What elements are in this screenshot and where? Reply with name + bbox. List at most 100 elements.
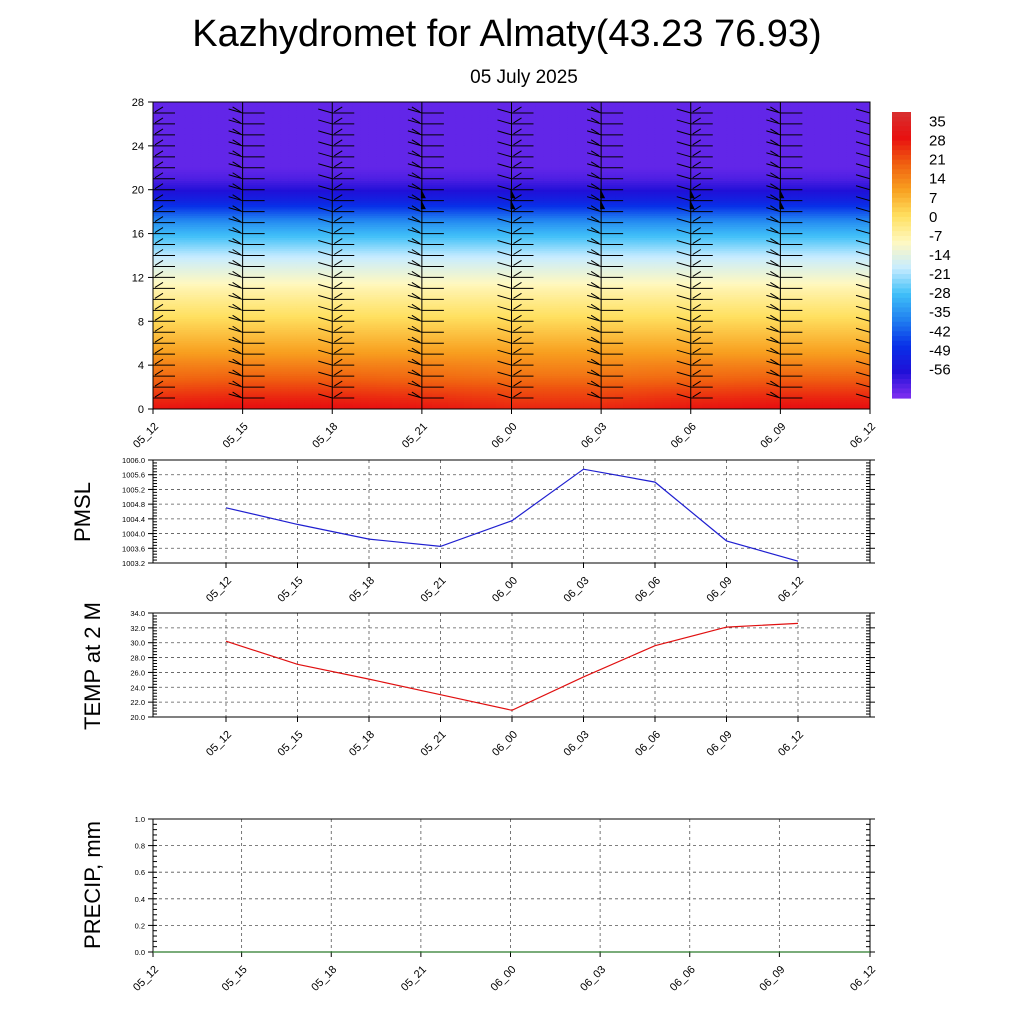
temperature-cell <box>678 216 688 219</box>
temperature-cell <box>623 165 632 169</box>
temperature-cell <box>806 156 815 160</box>
temperature-cell <box>176 106 186 110</box>
temperature-cell <box>670 189 680 193</box>
temperature-cell <box>774 205 783 208</box>
temperature-cell <box>399 152 409 156</box>
temperature-cell <box>519 209 529 213</box>
temperature-cell <box>447 128 457 132</box>
temperature-cell <box>615 165 624 169</box>
temperature-cell <box>336 132 345 136</box>
temperature-cell <box>392 106 401 110</box>
temperature-cell <box>623 148 632 151</box>
temperature-cell <box>543 112 552 116</box>
temperature-cell <box>368 213 377 217</box>
temperature-cell <box>615 202 624 206</box>
temperature-cell <box>423 220 433 224</box>
temperature-cell <box>790 194 799 197</box>
temperature-cell <box>662 123 672 127</box>
temperature-cell <box>184 156 194 160</box>
temperature-cell <box>360 165 369 169</box>
temperature-cell <box>360 128 369 132</box>
temperature-cell <box>208 119 218 123</box>
temperature-cell <box>384 156 393 160</box>
temperature-cell <box>184 130 194 134</box>
temperature-cell <box>734 110 744 114</box>
temperature-cell <box>384 154 393 158</box>
temperature-cell <box>694 189 704 193</box>
temperature-cell <box>192 143 202 147</box>
temperature-cell <box>153 110 162 114</box>
temperature-cell <box>439 152 449 156</box>
temperature-cell <box>854 143 863 147</box>
temperature-cell <box>583 174 592 178</box>
temperature-cell <box>240 202 250 206</box>
temperature-cell <box>280 128 290 132</box>
temperature-cell <box>344 137 353 140</box>
temperature-cell <box>392 205 401 208</box>
temperature-cell <box>423 189 433 193</box>
temperature-cell <box>519 165 529 169</box>
temperature-cell <box>224 154 234 158</box>
temperature-cell <box>216 183 226 186</box>
temperature-cell <box>176 174 186 178</box>
temperature-cell <box>368 119 377 123</box>
temperature-cell <box>559 119 568 123</box>
temperature-cell <box>272 180 282 184</box>
temperature-cell <box>830 165 839 169</box>
temperature-cell <box>280 106 290 110</box>
temperature-cell <box>782 196 791 200</box>
temperature-cell <box>519 220 529 224</box>
temperature-cell <box>559 178 568 182</box>
temperature-cell <box>710 218 720 222</box>
temperature-cell <box>774 134 783 138</box>
temperature-cell <box>766 139 775 143</box>
temperature-cell <box>846 137 855 140</box>
temperature-cell <box>280 163 290 167</box>
temperature-cell <box>846 174 855 178</box>
temperature-cell <box>615 209 624 213</box>
temperature-cell <box>248 145 258 149</box>
temperature-cell <box>678 178 688 182</box>
temperature-cell <box>567 205 576 208</box>
temperature-cell <box>447 218 457 222</box>
temperature-cell <box>272 191 282 195</box>
temperature-cell <box>654 139 664 143</box>
temperature-cell <box>814 194 823 197</box>
temperature-cell <box>312 165 321 169</box>
temperature-cell <box>240 102 250 105</box>
temperature-cell <box>352 112 361 116</box>
temperature-cell <box>575 189 584 193</box>
temperature-cell <box>758 112 768 116</box>
temperature-cell <box>368 198 377 202</box>
temperature-cell <box>814 106 823 110</box>
temperature-cell <box>336 207 345 211</box>
temperature-cell <box>846 187 855 191</box>
temperature-cell <box>551 189 560 193</box>
temperature-cell <box>208 218 218 222</box>
temperature-cell <box>376 132 385 136</box>
temperature-cell <box>503 180 513 184</box>
temperature-cell <box>384 196 393 200</box>
temperature-cell <box>599 191 608 195</box>
temperature-cell <box>567 150 576 154</box>
temperature-cell <box>153 167 162 171</box>
temperature-cell <box>399 183 409 186</box>
temperature-cell <box>368 102 377 105</box>
temperature-cell <box>184 207 194 211</box>
temperature-cell <box>599 189 608 193</box>
temperature-cell <box>336 123 345 127</box>
temperature-cell <box>551 121 560 125</box>
temperature-cell <box>774 189 783 193</box>
temperature-cell <box>216 141 226 145</box>
temperature-cell <box>718 209 728 213</box>
temperature-cell <box>623 194 632 197</box>
temperature-cell <box>575 154 584 158</box>
temperature-cell <box>806 205 815 208</box>
temperature-cell <box>248 220 258 224</box>
temperature-cell <box>670 216 680 219</box>
temperature-cell <box>742 207 752 211</box>
temperature-cell <box>256 148 266 151</box>
temperature-cell <box>782 152 791 156</box>
temperature-cell <box>439 154 449 158</box>
temperature-cell <box>678 115 688 118</box>
